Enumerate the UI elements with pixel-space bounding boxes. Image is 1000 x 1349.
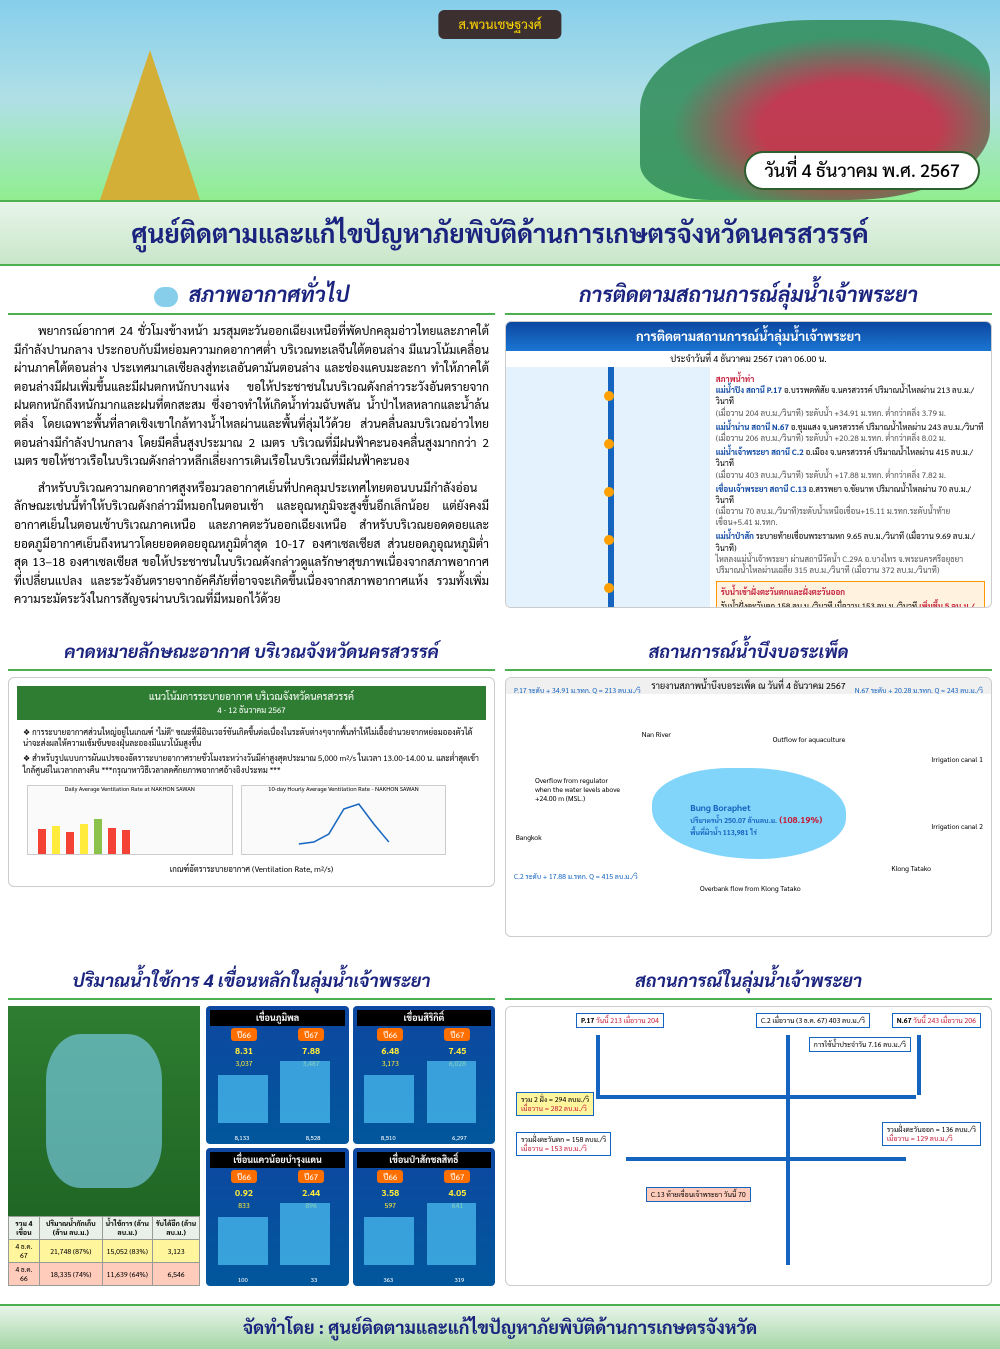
chart-daily-vrate: Daily Average Ventilation Rate at NAKHON… (27, 785, 233, 855)
n67-label: N.67 ระดับ + 20.28 ม.รทก. Q = 243 ลบ.ม./… (855, 686, 983, 695)
footer: จัดทำโดย : ศูนย์ติดตามและแก้ไขปัญหาภัยพิ… (0, 1304, 1000, 1349)
dam-box: เขื่อนแควน้อยบำรุงแดน ปี66ปี67 0.922.44 … (206, 1148, 348, 1286)
pagoda-graphic (100, 50, 200, 200)
ventilation-title: คาดหมายลักษณะอากาศ บริเวณจังหวัดนครสวรรค… (8, 634, 495, 671)
outflow-label: Outflow for aquaculture (773, 735, 845, 744)
node-sum2: รวม 2 ฝั่ง = 294 ลบม./วิ เมื่อวาน = 282 … (516, 1092, 594, 1116)
bangkok-label: Bangkok (516, 833, 542, 842)
station-entry: แม่น้ำปิง สถานี P.17 อ.บรรพตพิสัย จ.นครส… (716, 384, 985, 418)
node-dailyuse: การใช้น้ำประจำวัน 7.16 ลบ.ม./วิ (809, 1037, 911, 1052)
chart-hourly-vrate: 10-day Hourly Average Ventilation Rate -… (241, 785, 447, 855)
node-east: รวมฝั่งตะวันออก = 136 ลบม./วิ เมื่อวาน =… (882, 1122, 981, 1146)
vent-bullet1: ❖ การระบายอากาศส่วนใหญ่อยู่ในเกณฑ์ "ไม่ด… (23, 726, 480, 748)
dam-box: เขื่อนป่าสักชลสิทธิ์ ปี66ปี67 3.584.05 5… (353, 1148, 495, 1286)
dam-box: เขื่อนสิริกิติ์ ปี66ปี67 6.487.45 3,1736… (353, 1006, 495, 1144)
cloud-icon (154, 287, 178, 307)
canal1-label: Irrigation canal 1 (931, 755, 983, 764)
node-c13: C.13 ท้ายเขื่อนเจ้าพระยา วันนี้ 70 (646, 1187, 751, 1202)
weather-title-text: สภาพอากาศทั่วไป (189, 280, 350, 307)
weather-p2: สำหรับบริเวณความกดอากาศสูงหรือมวลอากาศเย… (14, 478, 489, 608)
station-entry: แม่น้ำเจ้าพระยา สถานี C.2 อ.เมือง จ.นครส… (716, 446, 985, 480)
catchment-map: รวม 4 เขื่อน ปริมาณน้ำกักเก็บ (ล้าน ลบ.ม… (8, 1006, 200, 1286)
overflow-label: Overflow from regulator when the water l… (535, 776, 625, 803)
node-c2: C.2 เมื่อวาน (3 ธ.ค. 67) 403 ลบ.ม./วิ (756, 1013, 870, 1028)
boraphet-map: รายงานสภาพน้ำบึงบอระเพ็ด ณ วันที่ 4 ธันว… (505, 677, 992, 937)
dam-box: เขื่อนภูมิพล ปี66ปี67 8.317.88 3,0373,48… (206, 1006, 348, 1144)
main-title: ศูนย์ติดตามและแก้ไขปัญหาภัยพิบัติด้านการ… (0, 200, 1000, 266)
dams-panel: รวม 4 เขื่อน ปริมาณน้ำกักเก็บ (ล้าน ลบ.ม… (8, 1006, 495, 1286)
river-map (506, 367, 710, 607)
monitor-card: การติดตามสถานการณ์น้ำลุ่มน้ำเจ้าพระยา ปร… (505, 321, 992, 608)
ventilation-card: แนวโน้มการระบายอากาศ บริเวณจังหวัดนครสวร… (8, 677, 495, 887)
station-entry: แม่น้ำน่าน สถานี N.67 อ.ชุมแสง จ.นครสวรร… (716, 421, 985, 443)
monitor-subheader: ประจำวันที่ 4 ธันวาคม 2567 เวลา 06.00 น. (506, 351, 991, 367)
monitor-title: การติดตามสถานการณ์ลุ่มน้ำเจ้าพระยา (505, 274, 992, 315)
node-n67: N.67 วันนี้ 243 เมื่อวาน 206 (892, 1013, 981, 1028)
station-entry: แม่น้ำป่าสัก ระบายท้ายเขื่อนพระรามหก 9.6… (716, 530, 985, 575)
weather-p1: พยากรณ์อากาศ 24 ชั่วโมงข้างหน้า มรสุมตะว… (14, 321, 489, 470)
p17-label: P.17 ระดับ + 34.91 ม.รทก. Q = 213 ลบ.ม./… (514, 686, 641, 695)
monitor-data: สภาพน้ำท่า แม่น้ำปิง สถานี P.17 อ.บรรพตพ… (710, 367, 991, 607)
vent-caption: เกณฑ์อัตราระบายอากาศ (Ventilation Rate, … (23, 863, 480, 874)
lake-name: Bung Boraphet ปริมาตรน้ำ 250.07 ล้านลบ.ม… (690, 802, 822, 838)
vent-bullet2: ❖ สำหรับรูปแบบการผันแปรของอัตราระบายอากา… (23, 752, 480, 774)
water-status-title: สภาพน้ำท่า (716, 373, 985, 384)
date-badge: วันที่ 4 ธันวาคม พ.ศ. 2567 (744, 151, 980, 190)
node-p17: P.17 วันนี้ 213 เมื่อวาน 204 (576, 1013, 664, 1028)
basin-title: สถานการณ์ในลุ่มน้ำเจ้าพระยา (505, 963, 992, 1000)
inflow-title: รับน้ำเข้าฝั่งตะวันตกและฝั่งตะวันออก (721, 586, 980, 597)
basin-diagram: P.17 วันนี้ 213 เมื่อวาน 204 C.2 เมื่อวา… (505, 1006, 992, 1286)
boraphet-title: สถานการณ์น้ำบึงบอระเพ็ด (505, 634, 992, 671)
weather-body: พยากรณ์อากาศ 24 ชั่วโมงข้างหน้า มรสุมตะว… (8, 321, 495, 608)
weather-title: สภาพอากาศทั่วไป (8, 274, 495, 315)
monitor-header: การติดตามสถานการณ์น้ำลุ่มน้ำเจ้าพระยา (506, 322, 991, 351)
overbank-label: Overbank flow from Klong Tatako (700, 884, 801, 893)
dams-title: ปริมาณน้ำใช้การ 4 เขื่อนหลักในลุ่มน้ำเจ้… (8, 963, 495, 1000)
klong-label: Klong Tatako (891, 864, 931, 873)
node-west: รวมฝั่งตะวันตก = 158 ลบม./วิ เมื่อวาน = … (516, 1132, 611, 1156)
location-sign: ส.พวนเชษฐวงศ์ (438, 10, 561, 39)
dam-summary-table: รวม 4 เขื่อน ปริมาณน้ำกักเก็บ (ล้าน ลบ.ม… (8, 1216, 200, 1286)
canal2-label: Irrigation canal 2 (931, 822, 983, 831)
vent-header: แนวโน้มการระบายอากาศ บริเวณจังหวัดนครสวร… (17, 686, 486, 720)
hero-banner: ส.พวนเชษฐวงศ์ วันที่ 4 ธันวาคม พ.ศ. 2567 (0, 0, 1000, 200)
inflow-box: รับน้ำเข้าฝั่งตะวันตกและฝั่งตะวันออก รับ… (716, 581, 985, 608)
dams-grid: เขื่อนภูมิพล ปี66ปี67 8.317.88 3,0373,48… (206, 1006, 495, 1286)
station-entry: เขื่อนเจ้าพระยา สถานี C.13 อ.สรรพยา จ.ชั… (716, 483, 985, 528)
nan-label: Nan River (642, 730, 671, 739)
c2-label: C.2 ระดับ + 17.88 ม.รทก. Q = 415 ลบ.ม./ว… (514, 872, 638, 881)
